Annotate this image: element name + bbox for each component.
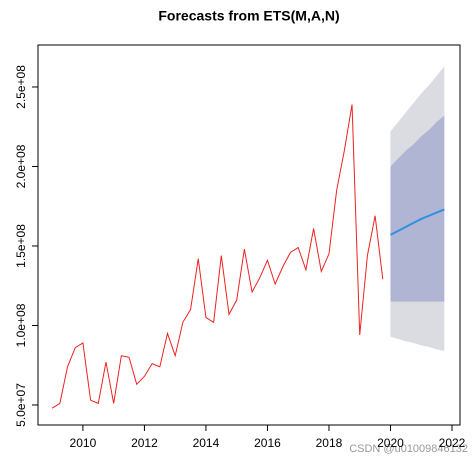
x-tick-label: 2012 [131, 436, 158, 450]
series-line [390, 208, 445, 236]
chart-title: Forecasts from ETS(M,A,N) [158, 8, 339, 24]
y-tick-label: 2.0e+08 [14, 144, 28, 188]
y-tick-label: 5.0e+07 [14, 383, 28, 427]
x-tick-label: 2020 [377, 436, 404, 450]
x-tick-label: 2014 [193, 436, 220, 450]
x-tick-label: 2022 [439, 436, 466, 450]
series-line [51, 104, 384, 409]
x-tick-label: 2016 [254, 436, 281, 450]
x-tick-label: 2018 [316, 436, 343, 450]
interval-band [390, 115, 445, 302]
y-tick-label: 2.5e+08 [14, 65, 28, 109]
y-tick-label: 1.5e+08 [14, 224, 28, 268]
y-tick-label: 1.0e+08 [14, 303, 28, 347]
x-tick-label: 2010 [70, 436, 97, 450]
watermark: CSDN @u01009846132 [349, 443, 468, 455]
